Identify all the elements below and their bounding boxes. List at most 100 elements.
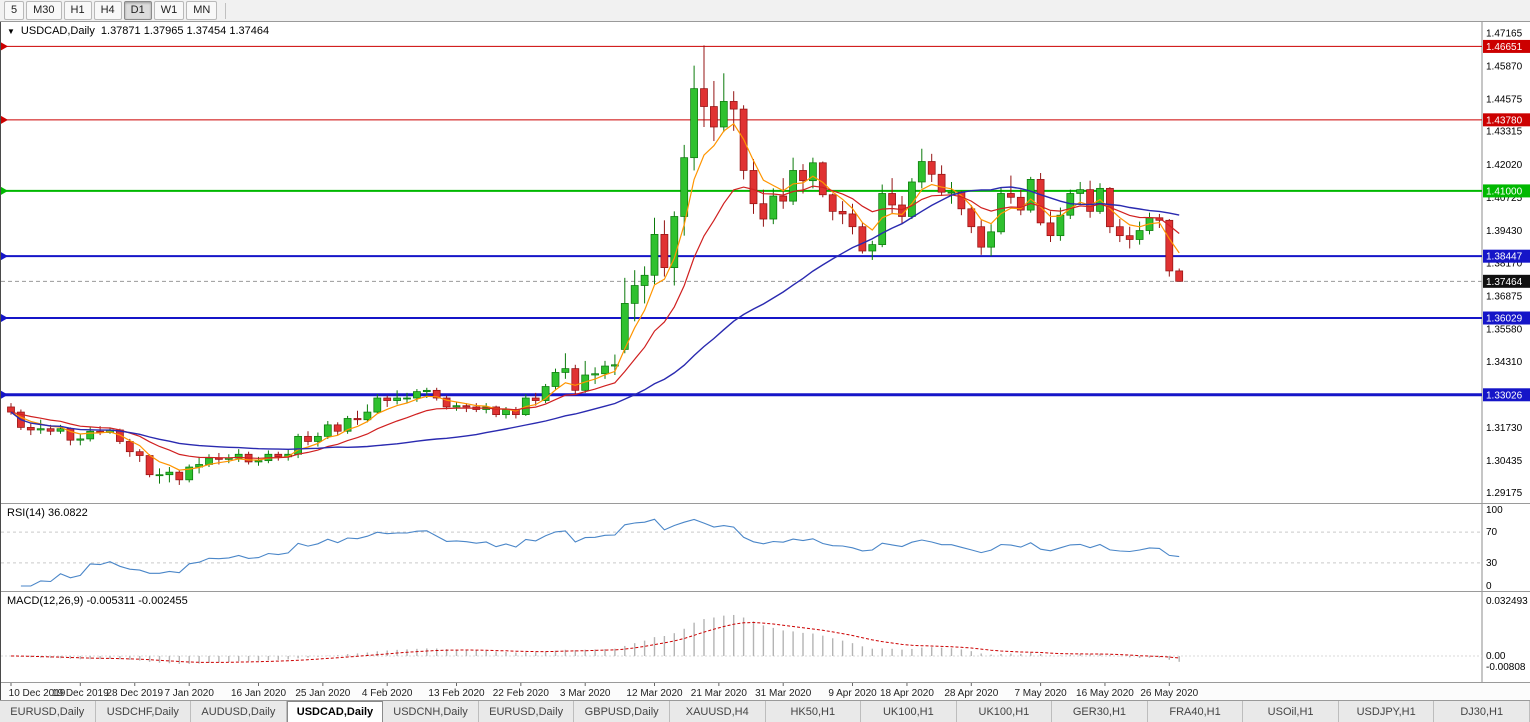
- collapse-chart-icon[interactable]: ▼: [7, 26, 15, 36]
- candle-body: [1076, 189, 1085, 194]
- chart-tab-uk100-h1[interactable]: UK100,H1: [956, 701, 1053, 722]
- current-price-badge-text: 1.37464: [1486, 277, 1523, 288]
- timeframe-buttons: 5 M30 H1 H4 D1 W1 MN: [4, 1, 218, 20]
- timeframe-button-mn[interactable]: MN: [186, 1, 218, 20]
- date-axis: 10 Dec 2019 19 Dec 2019 28 Dec 2019 7 Jan 2…: [1, 682, 1530, 700]
- macd-axis-label: 0.00: [1486, 651, 1506, 662]
- macd-histogram: [20, 614, 1180, 664]
- hline-left-arrow-icon: [1, 314, 8, 323]
- date-axis-label: 28 Apr 2020: [944, 688, 998, 699]
- chart-tab-eurusd-daily[interactable]: EURUSD,Daily: [478, 701, 575, 722]
- chart-tab-usdcad-daily[interactable]: USDCAD,Daily: [286, 701, 384, 722]
- timeframe-button-5[interactable]: 5: [4, 1, 25, 20]
- price-level-badge: [1483, 249, 1530, 263]
- rsi-canvas[interactable]: 100 70 30 0: [1, 504, 1530, 591]
- candle-body: [1125, 235, 1134, 240]
- chart-tab-usoil-h1[interactable]: USOil,H1: [1243, 701, 1339, 722]
- timeframe-button-w1[interactable]: W1: [153, 1, 185, 20]
- candle-body: [462, 405, 471, 408]
- rsi-axis-label: 30: [1486, 558, 1498, 569]
- candle-body: [383, 397, 392, 401]
- candle-body: [314, 435, 322, 442]
- price-level-badge: [1483, 39, 1530, 53]
- rsi-axis-label: 70: [1486, 527, 1498, 538]
- date-axis-label: 13 Feb 2020: [428, 688, 485, 699]
- price-axis-label: 1.30435: [1486, 456, 1523, 467]
- chart-tab-usdcnh-daily[interactable]: USDCNH,Daily: [383, 701, 479, 722]
- date-axis-label: 25 Jan 2020: [295, 688, 350, 699]
- chart-tab-gbpusd-daily[interactable]: GBPUSD,Daily: [574, 701, 670, 722]
- date-axis-label: 28 Dec 2019: [106, 688, 163, 699]
- candle-body: [828, 194, 837, 212]
- date-axis-label: 19 Dec 2019: [52, 688, 109, 699]
- timeframe-button-d1[interactable]: D1: [123, 1, 152, 20]
- candle-body: [987, 231, 995, 248]
- main-chart-background: [1, 22, 1530, 503]
- rsi-panel[interactable]: RSI(14) 36.0822 100 70 30 0: [1, 503, 1530, 591]
- main-chart-panel[interactable]: ▼ USDCAD,Daily 1.37871 1.37965 1.37454 1…: [1, 22, 1530, 503]
- candle-body: [333, 424, 342, 432]
- candle-body: [927, 161, 936, 175]
- timeframe-button-h1[interactable]: H1: [63, 1, 92, 20]
- macd-canvas[interactable]: 0.032493 0.00-0.00808: [1, 592, 1530, 682]
- candle-body: [155, 474, 164, 477]
- candle-body: [1007, 193, 1015, 198]
- timeframe-button-h4[interactable]: H4: [93, 1, 122, 20]
- chart-window: ▼ USDCAD,Daily 1.37871 1.37965 1.37454 1…: [0, 22, 1530, 700]
- candle-body: [1086, 189, 1094, 212]
- date-axis-label: 12 Mar 2020: [626, 688, 683, 699]
- chart-tab-uk100-h1[interactable]: UK100,H1: [861, 701, 957, 722]
- chart-tab-xauusd-h4[interactable]: XAUUSD,H4: [669, 701, 766, 722]
- date-axis-label: 31 Mar 2020: [755, 688, 812, 699]
- candle-body: [640, 274, 649, 286]
- date-axis-label: 10 Dec 2019: [9, 688, 66, 699]
- candle-body: [611, 364, 619, 367]
- candle-body: [492, 406, 500, 416]
- candle-body: [690, 88, 698, 159]
- price-axis-label: 1.45870: [1486, 61, 1523, 72]
- main-chart-canvas[interactable]: 1.47165 1.45870 1.44575 1.43315 1.42020 1.407…: [1, 22, 1530, 503]
- candle-body: [749, 170, 758, 205]
- price-level-badge-text: 1.46651: [1486, 42, 1523, 53]
- macd-background: [1, 592, 1530, 682]
- candle-body: [809, 162, 817, 182]
- macd-panel[interactable]: MACD(12,26,9) -0.005311 -0.002455 0.0324…: [1, 591, 1530, 682]
- candle-body: [26, 427, 35, 431]
- candle-body: [878, 193, 887, 245]
- chart-tab-ger30-h1[interactable]: GER30,H1: [1052, 701, 1148, 722]
- chart-tab-eurusd-daily[interactable]: EURUSD,Daily: [0, 701, 96, 722]
- candle-body: [165, 471, 174, 476]
- rsi-panel-header: RSI(14) 36.0822: [7, 507, 88, 519]
- candle-body: [759, 203, 768, 220]
- chart-tab-fra40-h1[interactable]: FRA40,H1: [1147, 701, 1244, 722]
- date-axis-label: 4 Feb 2020: [362, 688, 413, 699]
- candle-body: [660, 234, 669, 268]
- chart-tab-hk50-h1[interactable]: HK50,H1: [765, 701, 862, 722]
- price-axis-label: 1.31730: [1486, 423, 1523, 434]
- candle-body: [848, 213, 857, 228]
- date-axis-label: 22 Feb 2020: [493, 688, 550, 699]
- chart-tab-audusd-daily[interactable]: AUDUSD,Daily: [191, 701, 287, 722]
- date-axis-label: 21 Mar 2020: [691, 688, 748, 699]
- timeframe-button-m30[interactable]: M30: [26, 1, 62, 20]
- chart-title: ▼ USDCAD,Daily 1.37871 1.37965 1.37454 1…: [7, 25, 269, 37]
- chart-tab-usdchf-daily[interactable]: USDCHF,Daily: [95, 701, 192, 722]
- toolbar-separator: [225, 2, 227, 19]
- chart-tab-usdjpy-h1[interactable]: USDJPY,H1: [1338, 701, 1435, 722]
- candle-body: [1046, 222, 1055, 237]
- candle-body: [1036, 179, 1045, 224]
- chart-tab-dj30-h1[interactable]: DJ30,H1: [1434, 701, 1530, 722]
- candle-body: [393, 397, 401, 401]
- price-level-badge-text: 1.43780: [1486, 115, 1523, 126]
- hline-left-arrow-icon: [1, 115, 8, 124]
- candle-body: [719, 101, 728, 128]
- current-price-badge: [1483, 274, 1530, 288]
- rsi-indicator-label: RSI(14) 36.0822: [7, 507, 88, 519]
- date-axis-label: 9 Apr 2020: [828, 688, 877, 699]
- candle-body: [997, 193, 1005, 233]
- candle-body: [838, 210, 847, 215]
- hline-left-arrow-icon: [1, 390, 8, 399]
- candle-body: [56, 428, 65, 432]
- price-level-badge: [1483, 184, 1530, 198]
